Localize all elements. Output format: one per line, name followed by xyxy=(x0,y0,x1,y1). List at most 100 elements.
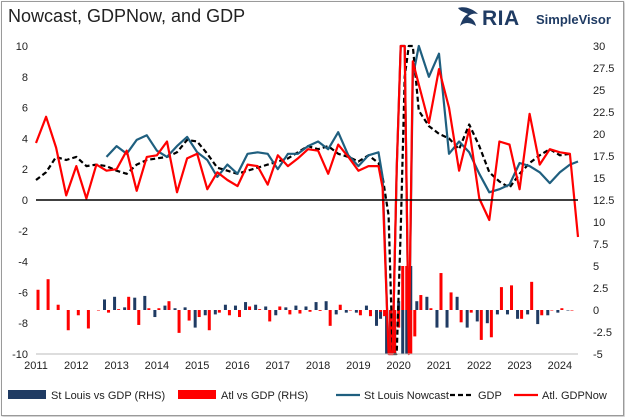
bar xyxy=(96,310,100,311)
y-right-tick-label: 15 xyxy=(593,173,605,185)
y-left-tick-label: 0 xyxy=(22,195,28,207)
bar xyxy=(413,310,417,337)
bar xyxy=(560,308,564,310)
bar xyxy=(505,310,509,315)
bar xyxy=(46,279,50,310)
series-line xyxy=(34,44,580,356)
bar xyxy=(324,301,328,310)
x-tick-label: 2023 xyxy=(507,360,531,372)
bar xyxy=(113,296,117,310)
legend-swatch xyxy=(178,390,216,399)
bar xyxy=(379,310,383,319)
y-right-tick-label: 12.5 xyxy=(593,195,614,207)
bar xyxy=(36,289,40,310)
bar xyxy=(288,310,292,315)
bar xyxy=(117,309,121,310)
legend-label: St Louis vs GDP (RHS) xyxy=(51,390,165,402)
bar xyxy=(284,307,288,310)
bar xyxy=(244,302,248,310)
bar xyxy=(570,310,574,311)
bar xyxy=(143,295,147,310)
bar xyxy=(133,297,137,310)
bar xyxy=(364,305,368,310)
bar xyxy=(334,310,338,315)
legend-label: Atl. GDPNow xyxy=(542,390,607,402)
y-right-tick-label: 27.5 xyxy=(593,63,614,75)
bar xyxy=(338,304,342,310)
y-right-tick-label: 17.5 xyxy=(593,151,614,163)
bar xyxy=(213,310,217,315)
bar xyxy=(167,301,171,310)
bar xyxy=(328,310,332,326)
bar xyxy=(475,310,479,322)
y-left-tick-label: 6 xyxy=(22,103,28,115)
x-tick-label: 2014 xyxy=(145,360,169,372)
y-left-tick-label: -4 xyxy=(18,257,28,269)
bar xyxy=(66,310,70,331)
bar xyxy=(389,310,393,354)
bar xyxy=(298,310,302,314)
bar xyxy=(429,308,433,310)
logo-simplevisor-text: SimpleVisor xyxy=(536,12,611,27)
bar xyxy=(318,310,322,311)
y-right-tick-label: 0 xyxy=(593,305,599,317)
x-tick-label: 2018 xyxy=(306,360,330,372)
bar xyxy=(439,273,443,310)
y-right-tick-label: 20 xyxy=(593,129,605,141)
bar xyxy=(499,287,503,310)
bar xyxy=(173,308,177,310)
bar xyxy=(510,285,514,310)
bar xyxy=(385,310,389,354)
y-left-tick-label: 10 xyxy=(16,41,28,53)
bar xyxy=(348,310,352,311)
bar xyxy=(419,295,423,310)
bar xyxy=(304,306,308,310)
x-tick-label: 2016 xyxy=(225,360,249,372)
bar xyxy=(526,310,530,315)
bar xyxy=(308,310,312,312)
bar xyxy=(546,310,550,316)
line-series xyxy=(34,44,580,356)
y-left-tick-label: 8 xyxy=(22,72,28,84)
bar xyxy=(354,310,358,313)
x-tick-label: 2022 xyxy=(467,360,491,372)
legend: St Louis vs GDP (RHS) Atl vs GDP (RHS) St … xyxy=(8,390,607,402)
bar-series xyxy=(36,266,574,354)
bar xyxy=(264,306,268,310)
x-tick-label: 2013 xyxy=(104,360,128,372)
bar xyxy=(445,310,449,328)
legend-label: Atl vs GDP (RHS) xyxy=(221,390,308,402)
bar xyxy=(368,310,372,317)
y-right-tick-label: 2.5 xyxy=(593,283,608,295)
eagle-icon xyxy=(458,7,478,26)
y-left-tick-label: -2 xyxy=(18,226,28,238)
bar xyxy=(401,266,405,310)
bar xyxy=(153,310,157,318)
bar xyxy=(248,306,252,310)
bar xyxy=(540,310,544,316)
bar xyxy=(489,310,493,338)
bar xyxy=(530,281,534,310)
x-tick-label: 2012 xyxy=(64,360,88,372)
ria-logo: RIA SimpleVisor xyxy=(454,3,619,33)
bar xyxy=(137,310,141,325)
bar xyxy=(157,308,161,310)
bar xyxy=(163,305,167,310)
bar xyxy=(375,310,379,326)
x-tick-label: 2019 xyxy=(346,360,370,372)
logo-ria-text: RIA xyxy=(482,7,520,30)
bar xyxy=(425,296,429,310)
bar xyxy=(294,305,298,310)
bar xyxy=(536,310,540,325)
bar xyxy=(147,308,151,310)
x-tick-label: 2020 xyxy=(386,360,410,372)
bar xyxy=(516,310,520,319)
bar xyxy=(314,302,318,310)
bar xyxy=(465,310,469,328)
bar xyxy=(459,310,463,323)
bar xyxy=(197,310,201,318)
x-tick-label: 2017 xyxy=(266,360,290,372)
bar xyxy=(258,309,262,310)
